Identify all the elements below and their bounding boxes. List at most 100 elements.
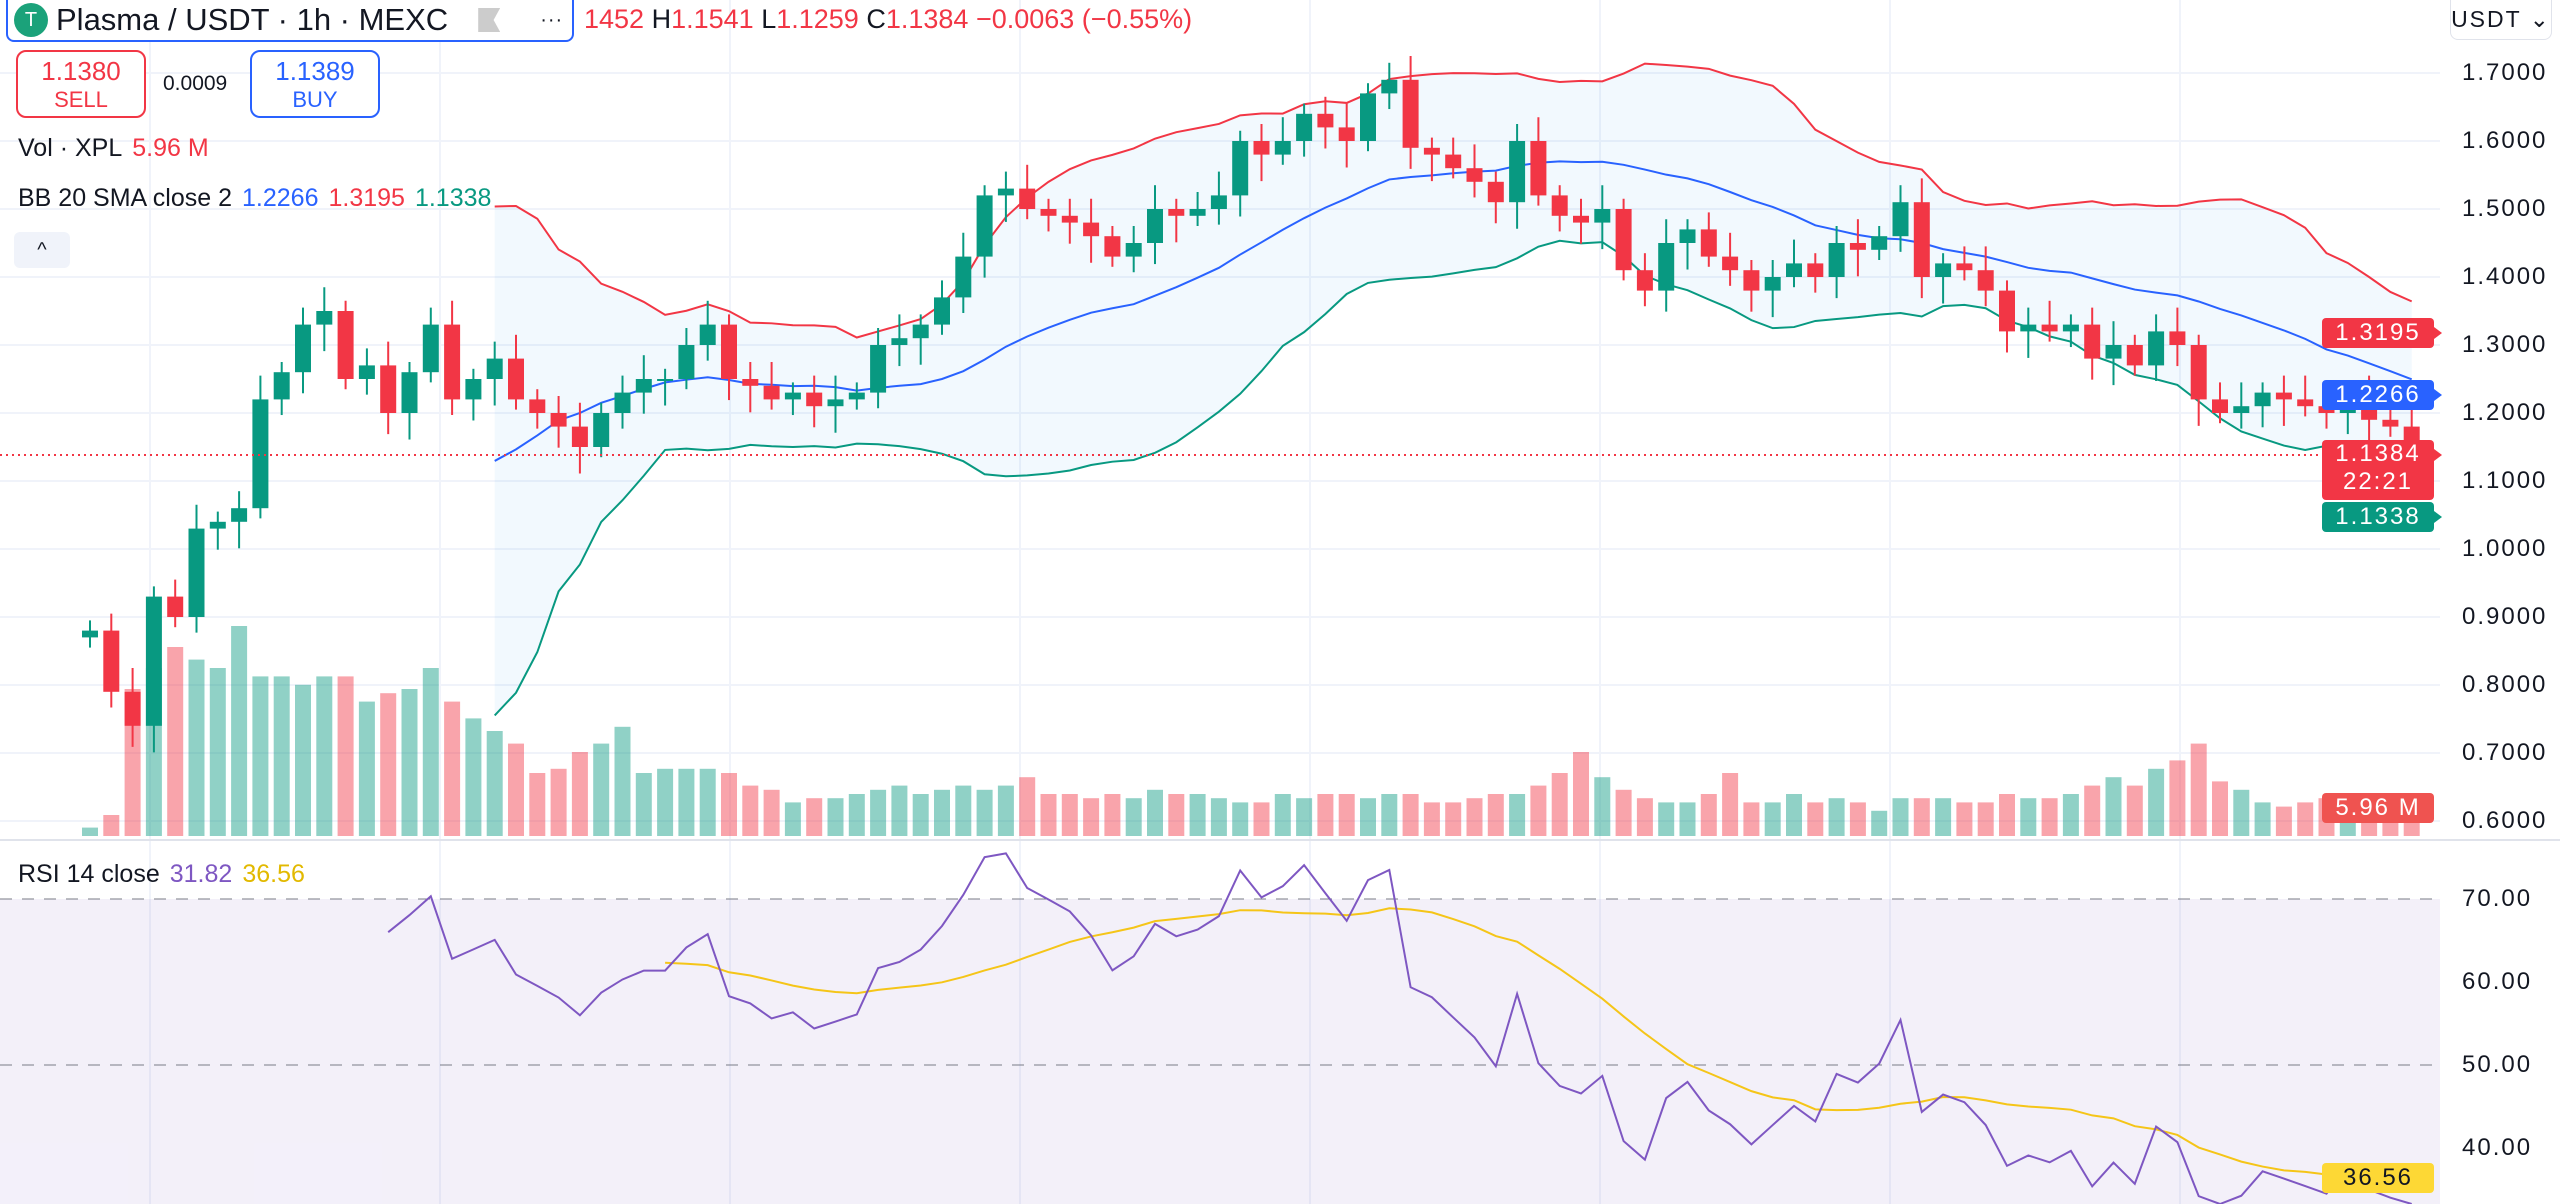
candle-body <box>1125 243 1142 257</box>
candle-body <box>1828 243 1845 277</box>
bb-fill-area <box>494 63 2412 716</box>
candle-body <box>699 324 716 345</box>
sell-price: 1.1380 <box>41 55 121 86</box>
volume-bar <box>82 827 98 836</box>
candle-body <box>1722 256 1739 271</box>
volume-bar <box>465 718 482 836</box>
candle-body <box>167 596 184 617</box>
rsi-line <box>387 852 2412 1204</box>
buy-label: BUY <box>292 86 338 112</box>
candle-body <box>508 358 524 400</box>
volume-bar <box>2020 798 2037 836</box>
volume-bar <box>2212 781 2228 836</box>
candle-body <box>252 399 269 509</box>
volume-bar <box>657 768 674 836</box>
rsi-sma-line <box>665 907 2412 1184</box>
currency-selector[interactable]: USDT ⌄ <box>2450 0 2552 40</box>
high-value: 1.1541 <box>671 4 754 34</box>
candle-body <box>2020 324 2037 332</box>
candle-body <box>1466 168 1483 182</box>
volume-bar <box>2148 768 2165 836</box>
sell-button[interactable]: 1.1380 SELL <box>16 50 146 118</box>
flag-icon[interactable] <box>478 8 501 32</box>
volume-bar <box>635 773 652 836</box>
volume-bar <box>955 785 972 836</box>
volume-bar <box>1935 798 1952 836</box>
volume-bar <box>806 798 823 836</box>
rsi-legend[interactable]: RSI 14 close 31.82 36.56 <box>18 860 315 889</box>
volume-bar <box>1999 794 2015 836</box>
candle-body <box>1296 113 1313 141</box>
candle-body <box>635 379 652 393</box>
volume-bar <box>1168 794 1185 836</box>
volume-bar <box>1360 798 1376 836</box>
candle-body <box>614 392 631 413</box>
candle-body <box>1381 79 1398 94</box>
candle-body <box>678 345 695 379</box>
price-tick: 1.4000 <box>2462 263 2548 290</box>
volume-bar <box>2041 798 2058 836</box>
rsi-band <box>0 899 2440 1204</box>
candles <box>82 56 2420 753</box>
volume-bar <box>891 785 908 836</box>
volume-bar <box>231 626 248 836</box>
volume-bar <box>444 701 461 836</box>
bb-upper-value: 1.3195 <box>328 184 405 212</box>
volume-bar <box>1402 794 1419 836</box>
candle-body <box>1061 215 1078 223</box>
candle-body <box>1083 222 1100 237</box>
candle-body <box>1999 290 2015 332</box>
chevron-up-icon: ^ <box>37 238 47 261</box>
candle-body <box>1019 188 1036 209</box>
candle-body <box>82 630 98 638</box>
candle-body <box>1253 141 1270 155</box>
volume-bar <box>550 768 567 836</box>
candle-body <box>2126 345 2143 366</box>
bb-upper-pointer <box>2434 327 2442 339</box>
volume-legend-label: Vol · XPL <box>18 134 123 162</box>
symbol-title[interactable]: T Plasma / USDT · 1h · MEXC ··· <box>6 0 574 42</box>
candle-body <box>273 372 290 400</box>
volume-bar <box>2254 802 2271 836</box>
candle-body <box>529 399 546 413</box>
volume-bar <box>167 647 184 836</box>
candle-body <box>295 324 311 373</box>
bb-lower-value: 1.1338 <box>414 184 492 212</box>
candle-body <box>721 324 737 379</box>
tag-pointers <box>2434 327 2442 523</box>
candle-body <box>870 345 887 393</box>
bb-basis-pointer <box>2434 389 2442 401</box>
candle-body <box>2254 392 2271 407</box>
candle-body <box>997 188 1014 196</box>
candle-body <box>1786 263 1802 277</box>
more-icon[interactable]: ··· <box>540 8 564 31</box>
volume-legend[interactable]: Vol · XPL 5.96 M <box>18 134 219 163</box>
price-tick: 0.6000 <box>2462 807 2548 834</box>
candle-body <box>1551 195 1568 216</box>
volume-bar <box>2190 743 2207 836</box>
volume-bar <box>912 794 929 836</box>
volume-bar <box>529 773 546 836</box>
tether-logo-icon: T <box>14 3 48 37</box>
volume-bar <box>486 731 503 836</box>
buy-button[interactable]: 1.1389 BUY <box>250 50 380 118</box>
bb-legend[interactable]: BB 20 SMA close 2 1.2266 1.3195 1.1338 <box>18 184 501 213</box>
volume-bar <box>422 668 439 836</box>
volume-bar <box>1487 794 1504 836</box>
candle-body <box>337 311 354 379</box>
symbol-title-text: Plasma / USDT · 1h · MEXC <box>56 2 449 37</box>
volume-bar <box>1828 798 1845 836</box>
candle-body <box>1913 202 1930 277</box>
volume-bar <box>380 693 397 836</box>
volume-bar <box>1679 802 1696 836</box>
candle-body <box>2382 419 2399 427</box>
volume-bar <box>337 676 354 836</box>
volume-bar <box>252 676 269 836</box>
close-value: 1.1384 <box>885 4 969 34</box>
collapse-legend-button[interactable]: ^ <box>14 232 70 268</box>
volume-bar <box>295 684 311 836</box>
candle-body <box>848 392 865 400</box>
volume-bar <box>1381 794 1398 836</box>
volume-bar <box>1445 802 1462 836</box>
